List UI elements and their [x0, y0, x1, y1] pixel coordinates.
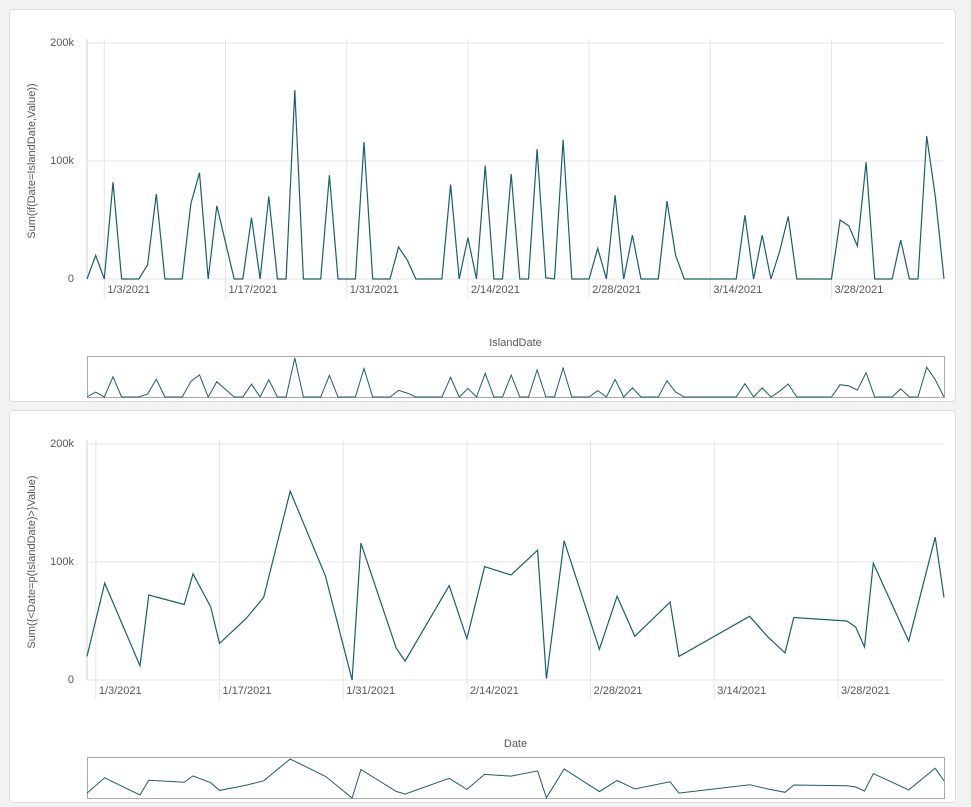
x-tick-label: 2/28/2021: [592, 284, 641, 296]
y-tick-label: 100k: [50, 155, 74, 167]
x-axis-title: IslandDate: [489, 337, 542, 349]
navigator-line: [86, 758, 945, 799]
navigator: [87, 356, 945, 398]
x-tick-label: 3/14/2021: [713, 284, 762, 296]
series-line: [86, 489, 945, 681]
y-tick-label: 0: [68, 674, 74, 686]
x-tick-label: 1/31/2021: [346, 685, 395, 697]
x-tick-label: 1/17/2021: [229, 284, 278, 296]
x-tick-label: 3/28/2021: [841, 685, 890, 697]
y-tick-label: 200k: [50, 37, 74, 49]
y-axis-title: Sum(if(Date=IslandDate,Value)): [26, 83, 38, 238]
x-tick-label: 1/17/2021: [223, 685, 272, 697]
y-tick-label: 200k: [50, 438, 74, 450]
x-tick-label: 1/3/2021: [99, 685, 142, 697]
x-tick-label: 3/14/2021: [717, 685, 766, 697]
series-line: [86, 90, 945, 280]
y-tick-label: 100k: [50, 556, 74, 568]
y-axis-title: Sum({<Date=p(IslandDate)>}Value): [26, 475, 38, 648]
panel: [9, 410, 956, 803]
x-tick-label: 1/3/2021: [107, 284, 150, 296]
navigator: [87, 757, 945, 799]
x-axis-title: Date: [504, 738, 527, 750]
x-tick-label: 2/14/2021: [470, 685, 519, 697]
x-tick-label: 1/31/2021: [350, 284, 399, 296]
x-tick-label: 2/14/2021: [471, 284, 520, 296]
x-tick-label: 3/28/2021: [834, 284, 883, 296]
y-tick-label: 0: [68, 273, 74, 285]
navigator-line: [86, 357, 945, 399]
x-tick-label: 2/28/2021: [594, 685, 643, 697]
